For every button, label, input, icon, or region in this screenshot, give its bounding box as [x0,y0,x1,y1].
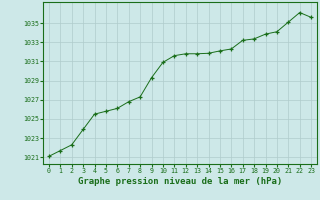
X-axis label: Graphe pression niveau de la mer (hPa): Graphe pression niveau de la mer (hPa) [78,177,282,186]
